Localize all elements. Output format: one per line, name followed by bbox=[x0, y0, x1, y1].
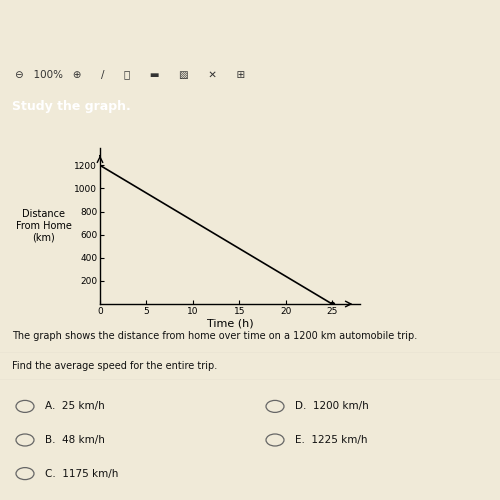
Text: B.  48 km/h: B. 48 km/h bbox=[45, 435, 105, 445]
Y-axis label: Distance
From Home
(km): Distance From Home (km) bbox=[16, 210, 72, 242]
Text: A.  25 km/h: A. 25 km/h bbox=[45, 402, 105, 411]
Text: Study the graph.: Study the graph. bbox=[12, 100, 131, 113]
Text: D.  1200 km/h: D. 1200 km/h bbox=[295, 402, 369, 411]
Text: Find the average speed for the entire trip.: Find the average speed for the entire tr… bbox=[12, 361, 218, 371]
Text: ⊖   100%   ⊕      /      ⌒      ▬      ▨      ✕      ⊞: ⊖ 100% ⊕ / ⌒ ▬ ▨ ✕ ⊞ bbox=[15, 68, 245, 78]
Text: C.  1175 km/h: C. 1175 km/h bbox=[45, 468, 118, 478]
X-axis label: Time (h): Time (h) bbox=[206, 318, 254, 328]
Text: The graph shows the distance from home over time on a 1200 km automobile trip.: The graph shows the distance from home o… bbox=[12, 331, 418, 341]
Text: E.  1225 km/h: E. 1225 km/h bbox=[295, 435, 368, 445]
